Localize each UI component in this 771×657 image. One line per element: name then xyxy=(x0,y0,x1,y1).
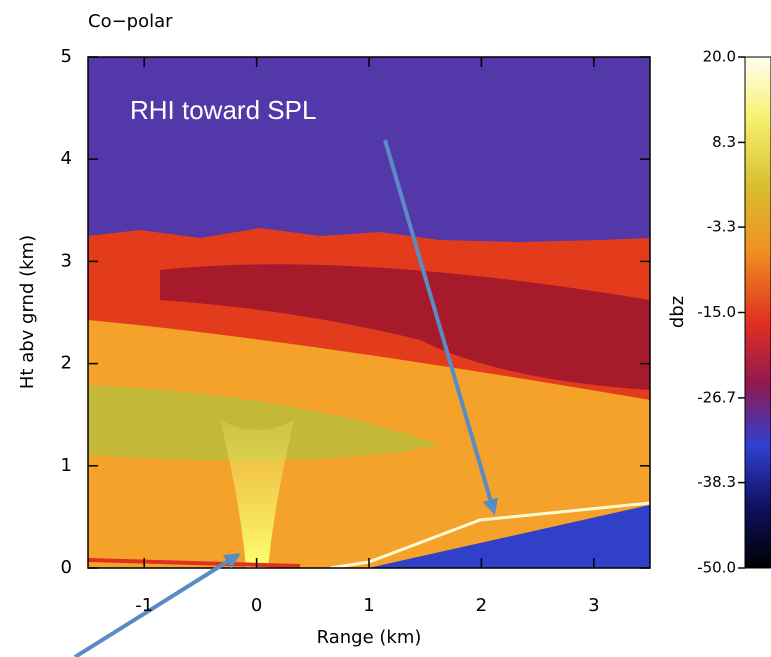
heatmap-image xyxy=(87,56,651,570)
y-tick-label: 0 xyxy=(61,557,72,578)
y-axis-label: Ht abv grnd (km) xyxy=(17,235,38,389)
y-tick-label: 4 xyxy=(61,148,72,169)
colorbar-tick-label: -26.7 xyxy=(697,388,736,406)
y-tick-label: 3 xyxy=(61,250,72,271)
y-tick-label: 2 xyxy=(61,353,72,374)
colorbar-tick-label: -38.3 xyxy=(697,473,736,491)
colorbar-tick-label: -3.3 xyxy=(707,218,736,236)
x-tick-label: 3 xyxy=(588,595,599,616)
colorbar-tick-label: 8.3 xyxy=(712,133,736,151)
colorbar-tick-label: 20.0 xyxy=(703,48,736,66)
annotation-arrow xyxy=(383,139,499,516)
colorbar-label: dbz xyxy=(667,296,688,328)
colorbar-tick-label: -15.0 xyxy=(697,303,736,321)
y-tick-label: 5 xyxy=(61,46,72,67)
annotation-arrow xyxy=(73,553,241,657)
x-tick-label: 0 xyxy=(251,595,262,616)
annotation: RHI toward SPL xyxy=(130,95,316,125)
chart-title: Co−polar xyxy=(88,11,173,32)
x-tick-label: -1 xyxy=(135,595,153,616)
y-tick-label: 1 xyxy=(61,455,72,476)
colorbar-tick-label: -50.0 xyxy=(697,559,736,577)
x-tick-label: 2 xyxy=(476,595,487,616)
x-axis-label: Range (km) xyxy=(317,627,422,648)
colorbar xyxy=(744,56,771,569)
x-tick-label: 1 xyxy=(363,595,374,616)
